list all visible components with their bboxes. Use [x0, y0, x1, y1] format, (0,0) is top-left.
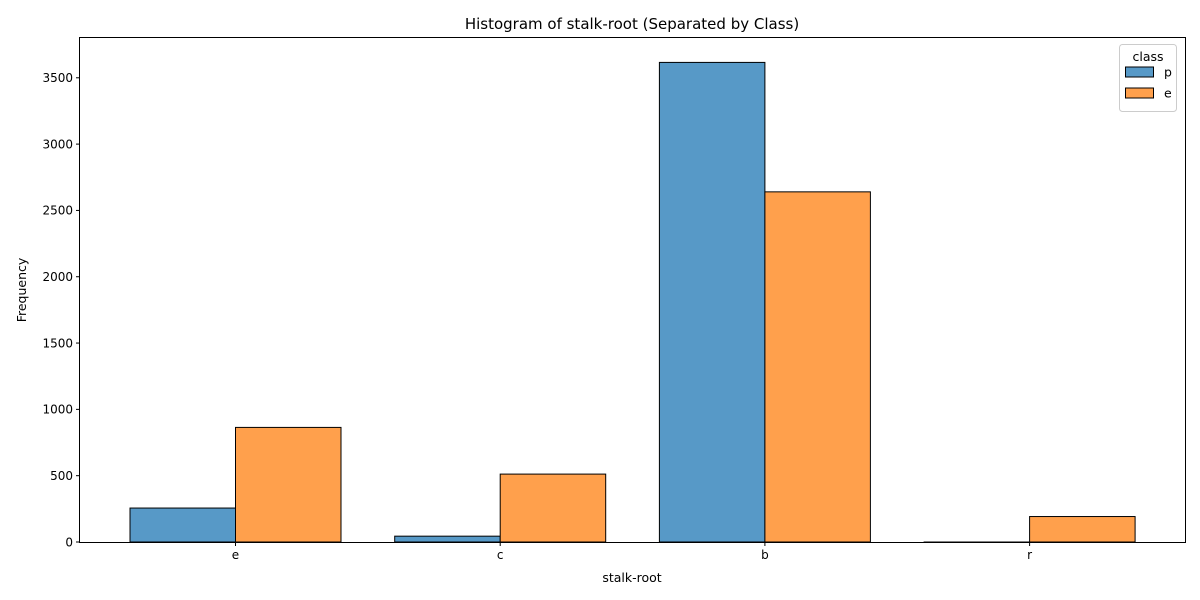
legend-swatch-e: [1125, 87, 1154, 99]
bar-p-c: [394, 535, 501, 543]
legend-label-p: p: [1164, 65, 1172, 80]
y-tick-label: 3500: [42, 71, 73, 85]
bar-e-b: [764, 191, 871, 543]
legend-title: class: [1132, 49, 1163, 64]
x-tick-label: b: [761, 548, 769, 562]
legend-label-e: e: [1164, 86, 1172, 101]
y-tick-label: 1500: [42, 336, 73, 350]
y-tick-label: 2000: [42, 270, 73, 284]
legend-swatch-p: [1125, 66, 1154, 78]
y-tick-label: 0: [65, 535, 73, 549]
y-tick-label: 2500: [42, 204, 73, 218]
y-axis-label: Frequency: [14, 257, 29, 322]
bars-layer: [129, 61, 1136, 543]
y-tick-label: 500: [50, 469, 73, 483]
y-axis-ticks: 0 500 1000 1500 2000 2500 3000 3500: [42, 71, 80, 549]
y-tick-label: 3000: [42, 137, 73, 151]
y-tick-label: 1000: [42, 403, 73, 417]
bar-e-e: [235, 426, 342, 543]
plot-frame: [79, 37, 1186, 543]
x-tick-label: e: [232, 548, 239, 562]
chart-title: Histogram of stalk-root (Separated by Cl…: [465, 15, 799, 33]
x-axis-label: stalk-root: [602, 570, 661, 585]
x-tick-label: r: [1027, 548, 1032, 562]
legend: class pe: [1119, 44, 1177, 112]
bar-e-c: [499, 473, 607, 543]
x-tick-label: c: [497, 548, 504, 562]
bar-p-e: [129, 507, 236, 543]
bar-e-r: [1029, 516, 1136, 543]
bar-p-b: [658, 61, 766, 543]
